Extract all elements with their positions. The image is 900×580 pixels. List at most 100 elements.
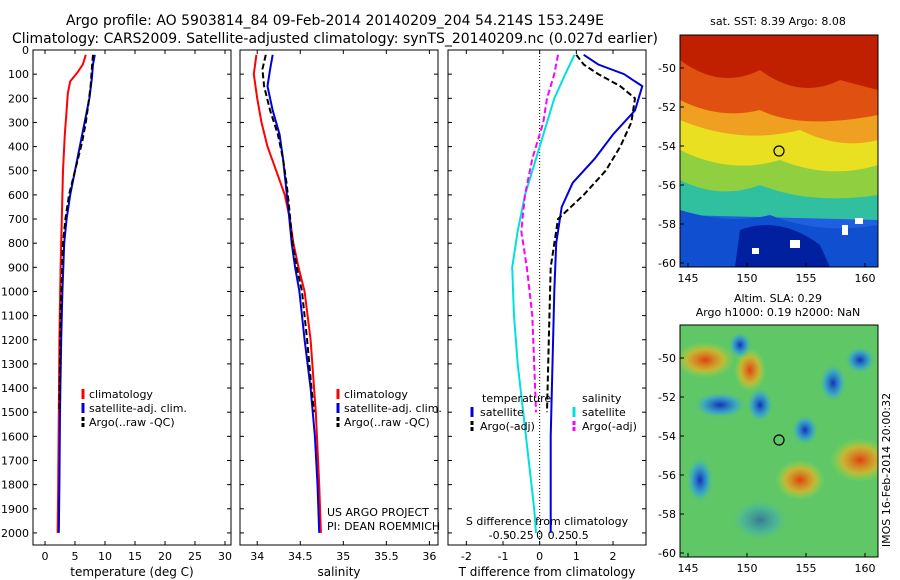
- map-x-tick-label: 145: [678, 562, 699, 575]
- panel-frame: [32, 49, 232, 546]
- x-tick-label: 2: [610, 550, 617, 563]
- legend-label: satellite: [480, 406, 524, 419]
- map-y-tick-label: -56: [658, 469, 676, 482]
- sla-argo-location-marker: [773, 434, 785, 446]
- map-y-tick-label: -50: [658, 352, 676, 365]
- x-tick-label: 34.5: [288, 550, 313, 563]
- y-tick-label: 500: [8, 165, 29, 178]
- title-line-1: Argo profile: AO 5903814_84 09-Feb-2014 …: [66, 13, 604, 29]
- x-tick-label: 5: [72, 550, 79, 563]
- series-line: [511, 54, 576, 533]
- y-tick-label: 200: [8, 92, 29, 105]
- x-tick-label: 1: [573, 550, 580, 563]
- x-tick-label: -1: [498, 550, 509, 563]
- y-tick-label: 1000: [1, 285, 29, 298]
- legend-title-temperature: temperature: [482, 392, 551, 405]
- difference-panel: -2 -1 0 1 2 T difference from climatology S di…: [447, 49, 647, 579]
- x-tick-label: 35.5: [374, 550, 399, 563]
- legend-title-salinity: salinity: [582, 392, 622, 405]
- legend-label: climatology: [89, 388, 153, 401]
- sst-map-field: [680, 35, 878, 267]
- secondary-tick-label: 0.25: [548, 529, 573, 542]
- y-tick-label: 0: [22, 44, 29, 57]
- sst-map: sat. SST: 8.39 Argo: 8.08 -50 -52 -54 -56 -5…: [658, 15, 879, 285]
- imos-footer: IMOS 16-Feb-2014 20:00:32: [880, 393, 893, 547]
- legend-label: satellite-adj. clim.: [89, 402, 187, 415]
- salinity-panel: 34 34.5 35 35.5 36 salinity climatologysatelli…: [239, 49, 442, 579]
- secondary-tick-label: -0.25: [505, 529, 533, 542]
- x-tick-label: 36: [422, 550, 436, 563]
- map-y-tick-label: -50: [658, 62, 676, 75]
- legend-label: Argo(-adj): [480, 420, 535, 433]
- y-tick-label: 600: [8, 189, 29, 202]
- series-line: [546, 54, 637, 413]
- x-axis-label: T difference from climatology: [458, 565, 636, 579]
- y-tick-label: 100: [8, 68, 29, 81]
- map-y-tick-label: -58: [658, 218, 676, 231]
- map-y-tick-label: -54: [658, 430, 676, 443]
- map-x-tick-label: 160: [855, 272, 876, 285]
- series-line: [520, 54, 559, 413]
- y-tick-label: 1600: [1, 430, 29, 443]
- y-tick-label: 1100: [1, 310, 29, 323]
- sst-argo-location-marker: [773, 145, 785, 157]
- sla-map-field: [680, 325, 878, 557]
- x-tick-label: 0: [536, 550, 543, 563]
- secondary-tick-label: -0.5: [489, 529, 510, 542]
- series-line: [549, 53, 644, 533]
- sla-map: Altim. SLA: 0.29 Argo h1000: 0.19 h2000:…: [658, 292, 879, 575]
- series-line: [252, 54, 322, 533]
- map-y-tick-label: -52: [658, 101, 676, 114]
- y-tick-label: 400: [8, 141, 29, 154]
- legend-label: Argo(..raw -QC): [89, 416, 175, 429]
- map-x-tick-label: 155: [796, 562, 817, 575]
- panel-frame: [239, 49, 439, 546]
- sst-map-title: sat. SST: 8.39 Argo: 8.08: [710, 15, 846, 28]
- series-line: [261, 54, 315, 413]
- y-tick-label: 900: [8, 261, 29, 274]
- y-tick-label: 1200: [1, 334, 29, 347]
- panel-frame: [447, 49, 647, 546]
- x-axis-label: temperature (deg C): [70, 565, 193, 579]
- secondary-axis-label: S difference from climatology: [466, 515, 629, 528]
- sla-map-frame: [679, 324, 879, 558]
- x-tick-label: 20: [158, 550, 172, 563]
- legend-label: Argo(-adj): [582, 420, 637, 433]
- y-tick-label: 1400: [1, 382, 29, 395]
- sla-map-title-2: Argo h1000: 0.19 h2000: NaN: [696, 306, 861, 319]
- y-tick-label: 1700: [1, 454, 29, 467]
- secondary-tick-label: 0: [536, 529, 543, 542]
- x-tick-label: 10: [98, 550, 112, 563]
- sla-map-title-1: Altim. SLA: 0.29: [734, 292, 822, 305]
- map-x-tick-label: 160: [855, 562, 876, 575]
- series-line: [58, 54, 94, 413]
- project-annotation: PI: DEAN ROEMMICH: [327, 520, 440, 533]
- y-tick-label: 1800: [1, 479, 29, 492]
- x-tick-label: 15: [128, 550, 142, 563]
- y-tick-label: 700: [8, 213, 29, 226]
- project-annotation: US ARGO PROJECT: [327, 506, 429, 519]
- x-tick-label: 35: [336, 550, 350, 563]
- series-line: [56, 54, 87, 533]
- legend-label: Argo(..raw -QC): [344, 416, 430, 429]
- map-y-tick-label: -60: [658, 257, 676, 270]
- y-tick-label: 1500: [1, 406, 29, 419]
- title-line-2: Climatology: CARS2009. Satellite-adjuste…: [12, 31, 658, 47]
- map-y-tick-label: -56: [658, 179, 676, 192]
- secondary-tick-label: 0.5: [571, 529, 589, 542]
- y-tick-label: 300: [8, 116, 29, 129]
- temperature-panel: 0 5 10 15 20 25 30 temperature (deg C) 0 100 200 30…: [1, 44, 232, 579]
- map-x-tick-label: 145: [678, 272, 699, 285]
- map-y-tick-label: -58: [658, 508, 676, 521]
- sst-map-frame: [679, 34, 879, 268]
- y-tick-label: 800: [8, 237, 29, 250]
- series-line: [57, 54, 96, 533]
- y-tick-label: 2000: [1, 527, 29, 540]
- x-tick-label: 34: [250, 550, 264, 563]
- map-y-tick-label: -52: [658, 391, 676, 404]
- x-tick-label: 25: [188, 550, 202, 563]
- map-y-tick-label: -54: [658, 140, 676, 153]
